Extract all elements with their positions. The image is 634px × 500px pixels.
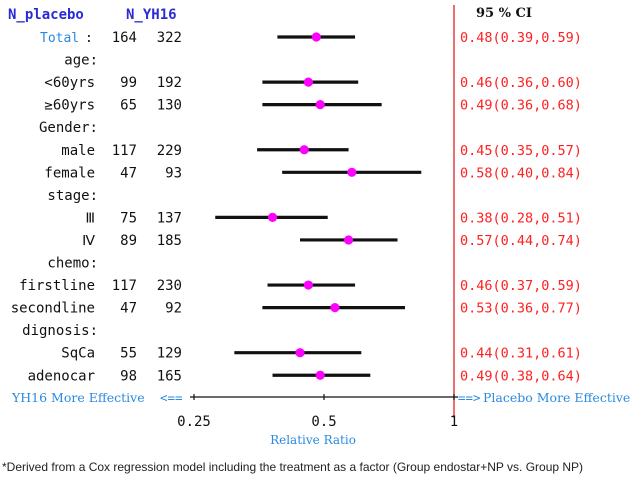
group-label: stage: xyxy=(47,188,98,204)
x-tick-label: 0.5 xyxy=(311,414,336,430)
point-estimate xyxy=(330,303,340,313)
row-label: <60yrs xyxy=(44,75,95,91)
ci-text: 0.46(0.36,0.60) xyxy=(460,75,582,91)
n-yh16: 92 xyxy=(165,301,182,317)
n-placebo: 164 xyxy=(112,30,137,46)
ci-text: 0.58(0.40,0.84) xyxy=(460,165,582,181)
point-estimate xyxy=(299,145,309,155)
n-yh16: 165 xyxy=(157,368,182,384)
n-placebo: 47 xyxy=(120,301,137,317)
n-yh16: 129 xyxy=(157,346,182,362)
n-yh16: 230 xyxy=(157,278,182,294)
group-label: age: xyxy=(64,53,98,69)
row-label: Total xyxy=(40,31,79,46)
point-estimate xyxy=(311,32,321,42)
n-placebo: 55 xyxy=(120,346,137,362)
point-estimate xyxy=(267,212,278,222)
n-yh16: 137 xyxy=(157,210,182,226)
n-placebo: 117 xyxy=(112,278,137,294)
n-placebo: 89 xyxy=(120,233,137,249)
header-n-yh16: N_YH16 xyxy=(126,7,177,23)
ci-header: 95 % CI xyxy=(476,6,532,21)
n-yh16: 192 xyxy=(157,75,182,91)
row-label: ≥60yrs xyxy=(44,98,95,114)
left-effect-note: YH16 More Effective xyxy=(11,390,145,405)
right-effect-note: Placebo More Effective xyxy=(483,390,630,405)
row-label: Ⅳ xyxy=(82,233,95,249)
n-placebo: 99 xyxy=(120,75,137,91)
ci-text: 0.57(0.44,0.74) xyxy=(460,233,582,249)
point-estimate xyxy=(303,280,313,290)
point-estimate xyxy=(315,100,325,110)
right-arrow: ==> xyxy=(458,390,481,405)
ci-text: 0.46(0.37,0.59) xyxy=(460,278,582,294)
ci-text: 0.38(0.28,0.51) xyxy=(460,210,582,226)
point-estimate xyxy=(315,370,325,380)
point-estimate xyxy=(347,167,357,177)
ci-text: 0.49(0.38,0.64) xyxy=(460,368,582,384)
ci-text: 0.53(0.36,0.77) xyxy=(460,301,582,317)
point-estimate xyxy=(343,235,354,245)
point-estimate xyxy=(303,77,313,87)
n-placebo: 47 xyxy=(120,165,137,181)
row-label: adenocar xyxy=(28,368,95,384)
row-label-colon: : xyxy=(85,31,93,46)
footnote: *Derived from a Cox regression model inc… xyxy=(2,460,584,474)
n-yh16: 93 xyxy=(165,165,182,181)
ci-text: 0.48(0.39,0.59) xyxy=(460,30,582,46)
n-yh16: 185 xyxy=(157,233,182,249)
group-label: dignosis: xyxy=(22,323,98,339)
ci-text: 0.44(0.31,0.61) xyxy=(460,346,582,362)
ci-text: 0.45(0.35,0.57) xyxy=(460,143,582,159)
header-n-placebo: N_placebo xyxy=(8,7,84,23)
row-label: firstline xyxy=(19,278,95,294)
x-tick-label: 1 xyxy=(450,414,458,430)
row-label: SqCa xyxy=(61,346,95,362)
n-placebo: 117 xyxy=(112,143,137,159)
x-tick-label: 0.25 xyxy=(177,414,211,430)
x-axis-label: Relative Ratio xyxy=(270,433,356,447)
row-label: Ⅲ xyxy=(85,210,95,226)
n-placebo: 98 xyxy=(120,368,137,384)
row-label: female xyxy=(44,165,95,181)
n-placebo: 75 xyxy=(120,210,137,226)
group-label: Gender: xyxy=(39,120,98,136)
n-placebo: 65 xyxy=(120,98,137,114)
group-label: chemo: xyxy=(47,256,98,272)
row-label: secondline xyxy=(11,301,95,317)
row-label: male xyxy=(61,143,95,159)
n-yh16: 322 xyxy=(157,30,182,46)
n-yh16: 229 xyxy=(157,143,182,159)
point-estimate xyxy=(295,348,305,358)
left-arrow: <== xyxy=(160,390,183,405)
n-yh16: 130 xyxy=(157,98,182,114)
ci-text: 0.49(0.36,0.68) xyxy=(460,98,582,114)
